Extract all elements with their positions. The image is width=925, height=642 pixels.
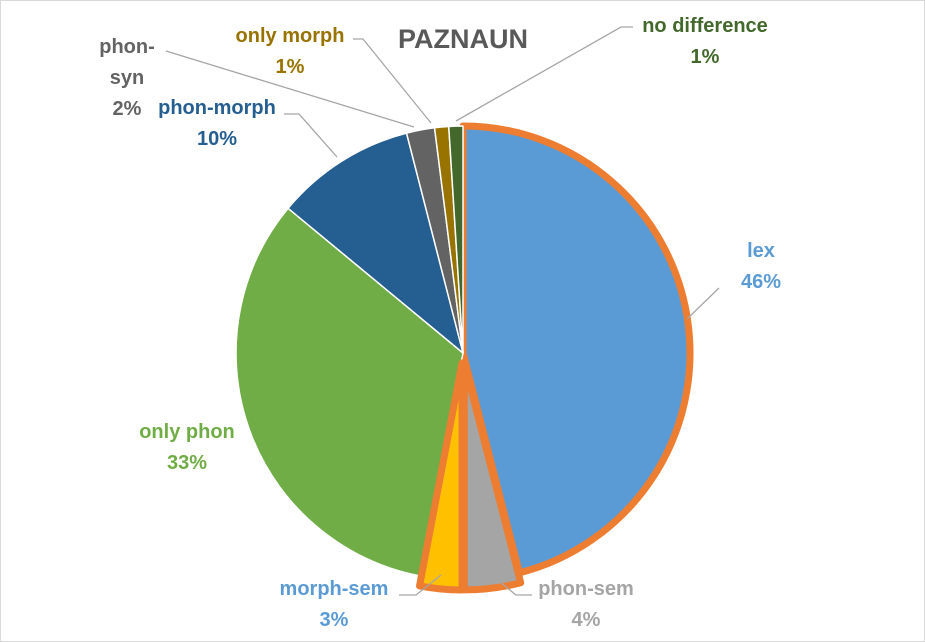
leader-line-phon-sem xyxy=(488,572,532,596)
pie-slice-morph-sem xyxy=(416,359,466,594)
pie-slice-phon-morph xyxy=(287,132,464,354)
data-labels: lex 46% phon-sem 4% morph-sem 3% only phon 33% p… xyxy=(99,15,781,631)
data-label-no-difference: no difference 1% xyxy=(642,15,768,68)
leader-lines xyxy=(165,26,720,596)
leader-line-only-morph xyxy=(353,38,432,124)
leader-line-morph-sem xyxy=(399,574,442,596)
pie-slice-only-phon xyxy=(235,207,464,577)
leader-line-phon-morph xyxy=(284,113,338,158)
data-label-phon-sem: phon-sem 4% xyxy=(538,578,634,631)
data-label-phon-syn: phon-syn 2% xyxy=(99,36,155,120)
leader-line-phon-syn xyxy=(165,50,415,128)
chart-title: PAZNAUN xyxy=(398,24,528,54)
pie-slice-no-difference xyxy=(447,125,464,354)
leader-line-lex xyxy=(686,287,720,320)
data-label-phon-morph: phon-morph 10% xyxy=(158,97,276,150)
data-label-morph-sem: morph-sem 3% xyxy=(280,578,389,631)
pie-slice-lex xyxy=(459,122,694,577)
data-label-only-phon: only phon 33% xyxy=(139,421,235,474)
leader-line-no-difference xyxy=(455,26,633,122)
data-label-lex: lex 46% xyxy=(741,240,781,293)
data-label-only-morph: only morph 1% xyxy=(236,25,345,78)
slices-layer xyxy=(235,122,694,594)
